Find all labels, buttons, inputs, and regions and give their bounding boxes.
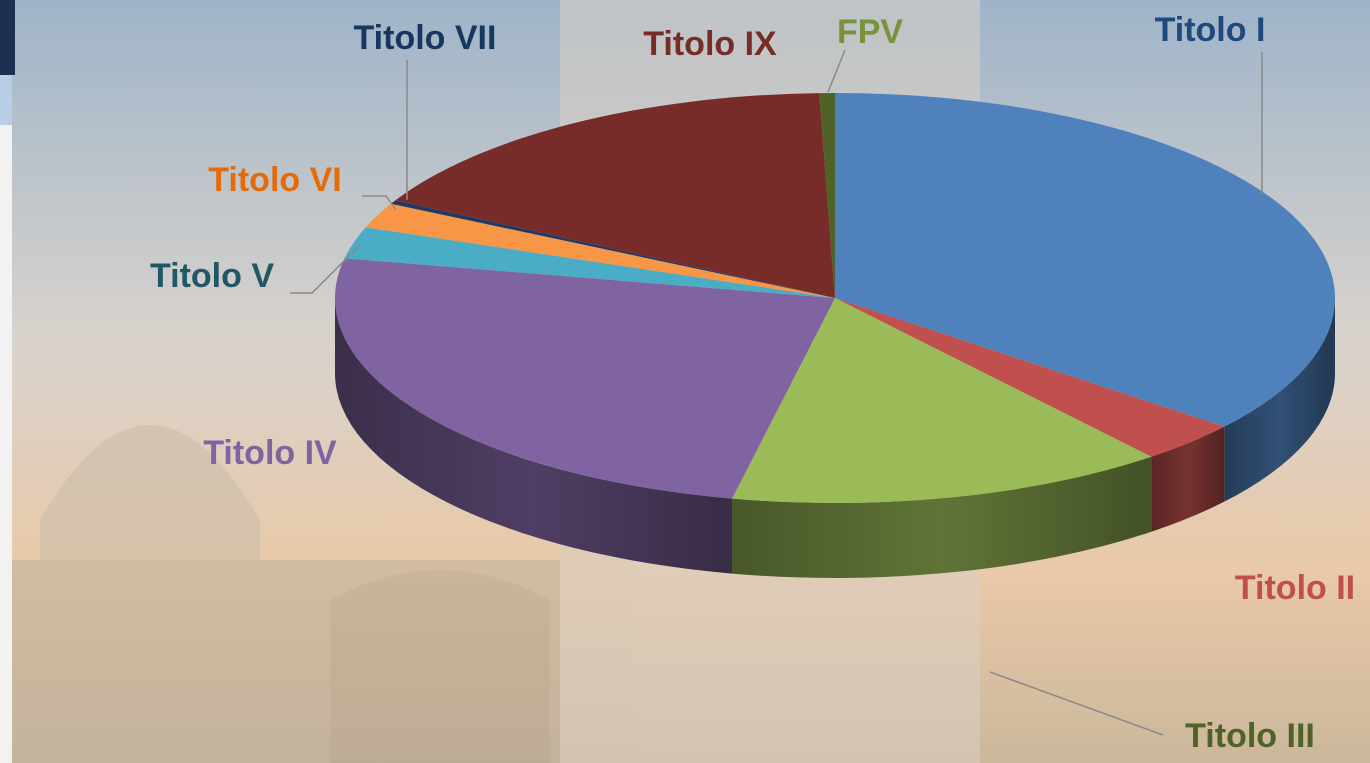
slice-label: Titolo III <box>1185 717 1315 755</box>
slice-label: Titolo IX <box>643 25 777 63</box>
slice-label: Titolo IV <box>203 434 337 472</box>
slice-label: Titolo I <box>1155 11 1266 49</box>
side-band <box>0 75 12 125</box>
slice-label: Titolo V <box>150 257 274 295</box>
side-box <box>0 0 15 75</box>
slice-label: Titolo VII <box>354 19 497 57</box>
side-panel <box>0 125 12 763</box>
slice-label: Titolo VI <box>208 161 341 199</box>
slice-label: Titolo II <box>1235 569 1355 607</box>
chart: Titolo I Titolo II Titolo III Titolo IV Tito… <box>0 0 1370 763</box>
slice-label: FPV <box>837 13 903 51</box>
pie <box>335 93 1335 578</box>
